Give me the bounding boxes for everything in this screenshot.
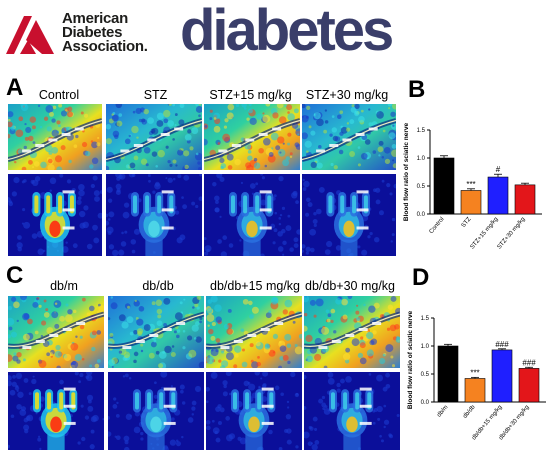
chart-d-category-label-1: db/db [462,404,477,420]
col-label-dbdb15: db/db+15 mg/kg [210,279,300,293]
ada-triangle-icon [6,16,54,54]
chart-d-category-label-3: db/db+30 mg/kg [498,404,530,441]
chart-b-category-label-2: STZ+15 mg/kg [470,216,500,250]
ada-line2: Diabetes [62,24,123,41]
nerve-image-a-1 [8,104,102,170]
paw-image-a-4 [302,174,396,256]
panel-label-b: B [408,76,426,103]
paw-image-c-4 [304,372,400,450]
nerve-image-c-3 [206,296,302,368]
nerve-image-c-2 [108,296,204,368]
col-label-stz15: STZ+15 mg/kg [209,88,292,102]
chart-b-bar-2 [487,176,509,215]
chart-b-category-label-0: Control [429,216,446,235]
chart-b-category-label-1: STZ [461,216,473,229]
col-label-control: Control [38,88,80,102]
chart-d-bar-0 [437,345,459,403]
chart-d-ylabel: Blood flow ratio of sciatic nerve [407,311,414,410]
panel-label-a: A [6,74,24,101]
paw-image-c-3 [206,372,302,450]
chart-d-sig-2: ### [495,340,509,349]
paw-image-c-2 [108,372,204,450]
panel-label-c: C [6,262,24,289]
chart-b-sig-2: # [496,165,501,174]
chart-b-bar-3 [514,184,536,215]
chart-b-category-label-3: STZ+30 mg/kg [497,216,527,250]
chart-b-ytick-label-0: 0.0 [417,212,426,218]
chart-d-sig-3: ### [522,358,536,367]
nerve-image-a-2 [106,104,202,170]
chart-d-bar-1 [464,378,486,403]
col-label-dbm: db/m [50,279,78,293]
diabetes-journal-logo: diabetes [180,0,394,63]
chart-b: 0.0 0.5 1.0 1.5 Blood flow ratio of sciatic … [403,123,542,251]
chart-b-ytick-label-3: 1.5 [417,128,426,134]
chart-d-ytick-label-3: 1.5 [421,316,430,322]
chart-b-ytick-label-1: 0.5 [417,184,426,190]
col-label-dbdb30: db/db+30 mg/kg [305,279,395,293]
chart-d-ytick-label-1: 0.5 [421,372,430,378]
ada-line3: Association. [62,38,148,55]
chart-d-sig-1: *** [470,368,479,377]
chart-d-ytick-label-2: 1.0 [421,344,430,350]
chart-b-bar-1 [460,190,482,215]
ada-line1: American [62,10,128,27]
paw-image-a-2 [106,174,202,256]
col-label-stz30: STZ+30 mg/kg [305,88,389,102]
nerve-image-a-4 [302,104,396,170]
paw-image-a-1 [8,174,102,256]
paw-image-c-1 [8,372,104,450]
paw-image-a-3 [204,174,300,256]
chart-b-ytick-label-2: 1.0 [417,156,426,162]
nerve-image-c-4 [304,296,400,368]
nerve-image-c-1 [8,296,104,368]
chart-d-ytick-label-0: 0.0 [421,400,430,406]
panel-label-d: D [412,264,430,291]
chart-b-ylabel: Blood flow ratio of sciatic nerve [403,123,410,222]
chart-b-bar-0 [433,157,455,215]
ada-logo: American Diabetes Association. [2,8,174,60]
chart-d: 0.0 0.5 1.0 1.5 Blood flow ratio of sciatic … [407,311,546,441]
chart-b-sig-1: *** [466,180,475,189]
chart-d-category-label-0: db/m [436,404,449,418]
col-label-dbdb: db/db [142,279,174,293]
nerve-image-a-3 [204,104,300,170]
col-label-stz: STZ [143,88,168,102]
chart-d-bar-3 [518,368,540,403]
chart-d-bar-2 [491,349,513,403]
